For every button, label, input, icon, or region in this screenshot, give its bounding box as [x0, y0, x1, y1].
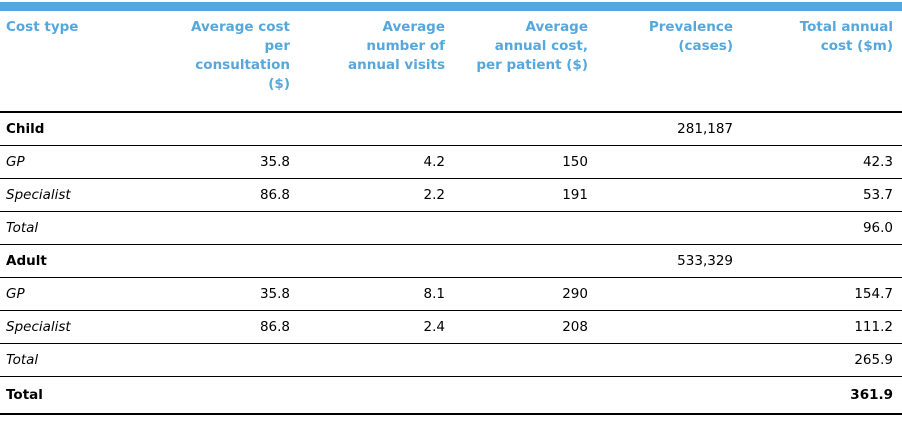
cost-breakdown-table: Cost type Average cost per consultation (…	[0, 11, 902, 415]
table-body: Child 281,187 GP 35.8 4.2 150 42.3 Specialist 86…	[0, 112, 902, 415]
cell-avg-annual-cost-per-patient: 208	[451, 310, 594, 344]
table-row: Specialist 86.8 2.2 191 53.7	[0, 178, 902, 212]
cell-total-annual-cost: 53.7	[739, 178, 902, 212]
cell-avg-number-annual-visits	[296, 112, 451, 146]
cell-avg-number-annual-visits	[296, 211, 451, 245]
cell-avg-annual-cost-per-patient: 290	[451, 277, 594, 311]
cell-avg-cost-per-consultation	[150, 112, 296, 146]
table-row: Total 265.9	[0, 343, 902, 377]
cell-avg-cost-per-consultation	[150, 244, 296, 278]
row-label: GP	[0, 277, 150, 311]
cell-avg-cost-per-consultation: 86.8	[150, 310, 296, 344]
table-row: Total 96.0	[0, 211, 902, 245]
row-label: Total	[0, 211, 150, 245]
cell-avg-cost-per-consultation: 86.8	[150, 178, 296, 212]
cell-avg-number-annual-visits: 8.1	[296, 277, 451, 311]
cell-avg-cost-per-consultation: 35.8	[150, 145, 296, 179]
cell-avg-cost-per-consultation	[150, 343, 296, 377]
cell-total-annual-cost: 42.3	[739, 145, 902, 179]
cell-avg-annual-cost-per-patient	[451, 112, 594, 146]
cell-avg-number-annual-visits: 2.2	[296, 178, 451, 212]
row-label: Adult	[0, 244, 150, 278]
table-row: Total 361.9	[0, 376, 902, 415]
cell-prevalence-cases	[594, 310, 739, 344]
cell-avg-annual-cost-per-patient: 150	[451, 145, 594, 179]
column-header-total-annual-cost: Total annual cost ($m)	[739, 11, 902, 113]
cell-total-annual-cost	[739, 244, 902, 278]
cell-prevalence-cases	[594, 178, 739, 212]
column-header-avg-annual-cost-per-patient: Average annual cost, per patient ($)	[451, 11, 594, 113]
cell-total-annual-cost: 265.9	[739, 343, 902, 377]
table-row: GP 35.8 4.2 150 42.3	[0, 145, 902, 179]
cell-avg-number-annual-visits: 4.2	[296, 145, 451, 179]
column-header-avg-number-annual-visits: Average number of annual visits	[296, 11, 451, 113]
cell-prevalence-cases	[594, 343, 739, 377]
cell-prevalence-cases: 533,329	[594, 244, 739, 278]
table-row: Child 281,187	[0, 112, 902, 146]
column-header-avg-cost-per-consultation: Average cost per consultation ($)	[150, 11, 296, 113]
cell-total-annual-cost: 154.7	[739, 277, 902, 311]
table-row: Adult 533,329	[0, 244, 902, 278]
cell-prevalence-cases	[594, 211, 739, 245]
cell-avg-cost-per-consultation	[150, 376, 296, 415]
cell-prevalence-cases	[594, 376, 739, 415]
cell-avg-number-annual-visits	[296, 343, 451, 377]
table-header-row: Cost type Average cost per consultation (…	[0, 11, 902, 113]
header-row: Cost type Average cost per consultation (…	[0, 11, 902, 113]
cell-prevalence-cases	[594, 145, 739, 179]
cell-avg-annual-cost-per-patient	[451, 211, 594, 245]
cell-avg-number-annual-visits	[296, 244, 451, 278]
cell-avg-annual-cost-per-patient	[451, 343, 594, 377]
cell-total-annual-cost	[739, 112, 902, 146]
cell-avg-annual-cost-per-patient: 191	[451, 178, 594, 212]
cell-prevalence-cases	[594, 277, 739, 311]
cell-avg-number-annual-visits: 2.4	[296, 310, 451, 344]
table-row: GP 35.8 8.1 290 154.7	[0, 277, 902, 311]
cell-avg-cost-per-consultation: 35.8	[150, 277, 296, 311]
table-row: Specialist 86.8 2.4 208 111.2	[0, 310, 902, 344]
column-header-prevalence-cases: Prevalence (cases)	[594, 11, 739, 113]
cell-avg-annual-cost-per-patient	[451, 376, 594, 415]
row-label: Specialist	[0, 178, 150, 212]
accent-top-bar	[0, 2, 902, 11]
column-header-cost-type: Cost type	[0, 11, 150, 113]
row-label: Total	[0, 376, 150, 415]
row-label: Total	[0, 343, 150, 377]
cell-avg-annual-cost-per-patient	[451, 244, 594, 278]
cell-avg-number-annual-visits	[296, 376, 451, 415]
cell-avg-cost-per-consultation	[150, 211, 296, 245]
cell-total-annual-cost: 111.2	[739, 310, 902, 344]
row-label: Child	[0, 112, 150, 146]
row-label: Specialist	[0, 310, 150, 344]
cell-prevalence-cases: 281,187	[594, 112, 739, 146]
cell-total-annual-cost: 361.9	[739, 376, 902, 415]
cell-total-annual-cost: 96.0	[739, 211, 902, 245]
row-label: GP	[0, 145, 150, 179]
